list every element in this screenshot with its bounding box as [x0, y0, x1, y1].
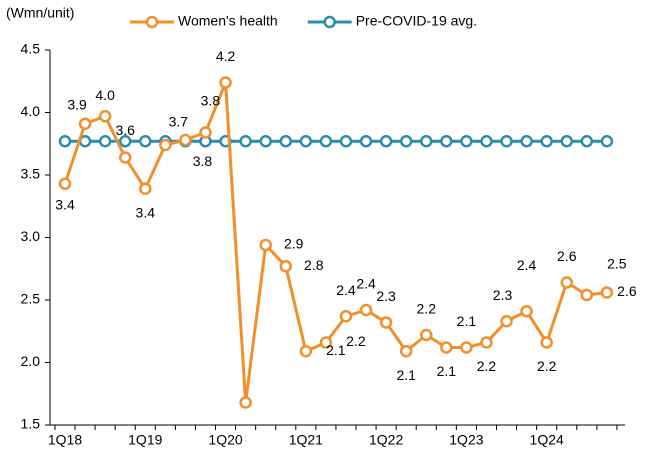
- series-marker: [299, 345, 313, 358]
- series-marker: [239, 396, 252, 409]
- y-tick-label: 4.5: [21, 41, 41, 57]
- legend-label: Women's health: [178, 13, 278, 29]
- data-label: 3.4: [55, 196, 75, 212]
- x-tick-label: 1Q23: [449, 432, 483, 448]
- series-marker: [560, 135, 573, 148]
- x-tick-label: 1Q20: [208, 432, 242, 448]
- series-marker: [600, 135, 614, 148]
- series-marker: [500, 135, 513, 148]
- legend-marker: [323, 15, 336, 29]
- series-marker: [118, 135, 132, 148]
- series-marker: [520, 135, 533, 148]
- data-label: 2.1: [396, 367, 416, 383]
- y-tick-label: 2.5: [21, 291, 41, 307]
- series-marker: [78, 117, 92, 130]
- data-label: 2.2: [346, 333, 366, 349]
- y-tick-label: 2.0: [21, 353, 41, 369]
- series-marker: [359, 135, 373, 148]
- series-marker: [259, 135, 272, 148]
- series-marker: [399, 135, 413, 148]
- series-marker: [480, 135, 493, 148]
- series-marker: [279, 135, 293, 148]
- series-marker: [379, 135, 393, 148]
- data-label: 3.8: [193, 153, 213, 169]
- series-marker: [440, 135, 453, 148]
- data-label: 3.8: [201, 93, 221, 109]
- legend-label: Pre-COVID-19 avg.: [356, 13, 477, 29]
- data-label: 3.9: [67, 96, 87, 112]
- data-label: 2.6: [557, 248, 577, 264]
- data-label: 2.1: [437, 363, 457, 379]
- series-marker: [319, 135, 333, 148]
- series-marker: [580, 288, 594, 302]
- series-marker: [480, 336, 493, 349]
- series-marker: [259, 238, 272, 252]
- data-label: 2.8: [304, 257, 324, 273]
- series-marker: [580, 135, 594, 148]
- data-label: 4.2: [216, 48, 236, 64]
- series-marker: [299, 135, 313, 148]
- x-tick-label: 1Q21: [289, 432, 323, 448]
- series-marker: [500, 315, 513, 328]
- series-marker: [139, 135, 152, 148]
- x-tick-label: 1Q24: [530, 432, 564, 448]
- legend-marker: [145, 15, 159, 29]
- series-marker: [219, 76, 232, 89]
- x-tick-label: 1Q18: [48, 432, 82, 448]
- data-label: 3.7: [169, 114, 189, 130]
- series-marker: [379, 316, 393, 329]
- series-marker: [199, 126, 212, 139]
- series-marker: [139, 182, 152, 195]
- series-marker: [600, 286, 614, 299]
- data-label: 2.4: [336, 282, 356, 298]
- y-tick-label: 3.5: [21, 166, 41, 182]
- data-label: 2.2: [417, 301, 437, 317]
- data-label: 2.4: [517, 257, 537, 273]
- series-marker: [460, 135, 473, 148]
- data-label: 2.1: [457, 313, 477, 329]
- series-marker: [279, 260, 293, 273]
- series-marker: [540, 135, 553, 148]
- data-label: 2.3: [376, 288, 396, 304]
- series-marker: [339, 135, 353, 148]
- series-marker: [420, 328, 433, 342]
- data-label: 2.5: [607, 256, 627, 272]
- data-label: 2.2: [537, 358, 557, 374]
- series-marker: [98, 135, 112, 148]
- x-tick-label: 1Q19: [128, 432, 162, 448]
- series-marker: [159, 138, 172, 152]
- series-marker: [359, 303, 373, 317]
- series-marker: [239, 135, 252, 148]
- y-tick-label: 3.0: [21, 228, 41, 244]
- series-marker: [98, 110, 112, 123]
- x-tick-label: 1Q22: [369, 432, 403, 448]
- series-marker: [58, 135, 72, 148]
- data-label: 2.4: [356, 276, 376, 292]
- series-marker: [460, 341, 473, 354]
- series-marker: [118, 151, 132, 164]
- y-tick-label: 4.0: [21, 103, 41, 119]
- series-marker: [540, 336, 553, 349]
- series-marker: [520, 305, 533, 318]
- series-marker: [58, 177, 72, 190]
- data-label: 3.6: [115, 122, 135, 138]
- series-marker: [420, 135, 433, 148]
- series-marker: [440, 341, 453, 354]
- data-label: 3.4: [136, 204, 156, 220]
- data-label: 2.6: [617, 283, 637, 299]
- series-marker: [339, 310, 353, 323]
- series-marker: [399, 345, 413, 358]
- data-label: 2.3: [493, 287, 513, 303]
- data-label: 2.9: [284, 236, 304, 252]
- series-marker: [179, 133, 192, 147]
- data-label: 2.2: [477, 358, 497, 374]
- y-axis-label: (Wmn/unit): [6, 5, 74, 21]
- data-label: 2.1: [326, 342, 346, 358]
- series-marker: [560, 276, 573, 289]
- series-marker: [319, 336, 333, 349]
- data-label: 4.0: [95, 87, 115, 103]
- series-line: [63, 81, 608, 403]
- y-tick-label: 1.5: [21, 416, 41, 432]
